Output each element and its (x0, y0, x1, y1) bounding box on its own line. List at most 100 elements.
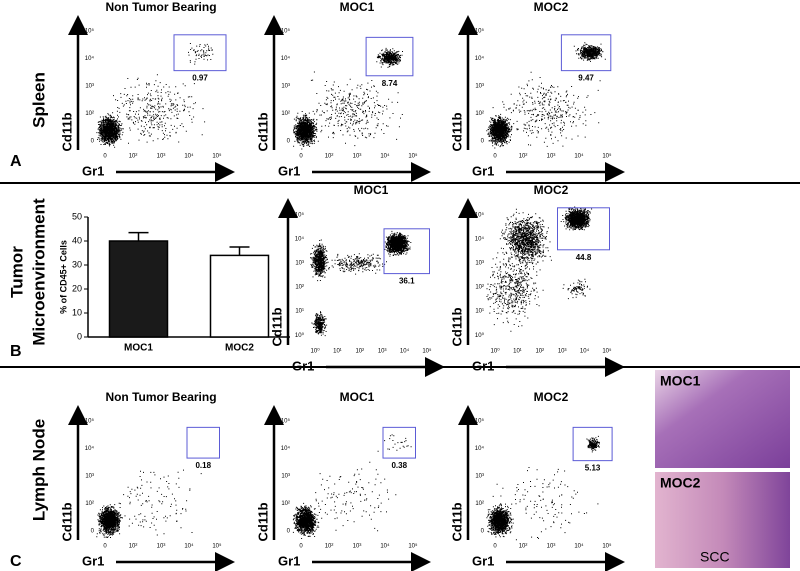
y-tick-label: 10¹ (295, 309, 304, 315)
y-tick-label: 10⁵ (475, 211, 485, 218)
x-tick-label: 10⁵ (408, 153, 418, 160)
y-axis-label: Cd11b (449, 307, 464, 346)
y-tick-label: 10⁴ (475, 445, 485, 452)
plot-title: MOC2 (534, 0, 569, 14)
histology-image (655, 370, 790, 468)
tissue-label: Lymph Node (29, 419, 48, 521)
plot-title: MOC1 (340, 0, 375, 14)
x-tick-label: 10⁵ (212, 543, 222, 550)
event-dots (486, 435, 600, 541)
x-tick-label: 10² (129, 544, 138, 550)
y-tick-label: 0 (481, 529, 485, 535)
histology-label: MOC1 (660, 373, 701, 389)
x-tick-label: 10³ (353, 544, 362, 550)
x-tick-label: 10⁴ (184, 153, 194, 160)
plot-title: MOC1 (340, 390, 375, 404)
tissue-label: Microenvironment (29, 198, 48, 346)
x-tick-label: MOC1 (124, 343, 153, 354)
y-tick-label: 50 (72, 211, 82, 221)
x-tick-label: 10⁴ (184, 543, 194, 550)
gate (572, 426, 613, 462)
y-axis-label: Cd11b (59, 112, 74, 151)
y-tick-label: 10⁵ (295, 211, 305, 218)
y-tick-label: 0 (91, 139, 95, 145)
event-dots (96, 43, 214, 148)
plot-title: MOC1 (354, 183, 389, 197)
tissue-label: Tumor (7, 246, 26, 298)
y-tick-label: 10³ (475, 84, 484, 90)
x-tick-label: 10⁵ (422, 348, 432, 355)
x-tick-label: 10⁵ (602, 348, 612, 355)
x-tick-label: 10² (325, 544, 334, 550)
gate-value: 0.18 (195, 461, 211, 470)
x-tick-label: 10³ (378, 349, 387, 355)
x-tick-label: 10⁴ (400, 348, 410, 355)
x-tick-label: 0 (493, 154, 497, 160)
bar (209, 254, 270, 338)
plot-title: MOC2 (534, 183, 569, 197)
y-tick-label: 10⁴ (85, 445, 95, 452)
x-axis-label: Gr1 (82, 163, 104, 178)
x-axis-label: Gr1 (472, 358, 494, 373)
x-axis-label: Gr1 (472, 553, 494, 568)
x-axis-label: Gr1 (278, 163, 300, 178)
event-dots (96, 469, 202, 538)
gate (382, 426, 416, 459)
y-tick-label: 10⁵ (85, 418, 95, 425)
y-tick-label: 10⁴ (475, 55, 485, 62)
y-tick-label: 0 (481, 139, 485, 145)
y-tick-label: 10² (475, 285, 484, 291)
y-tick-label: 10² (85, 501, 94, 507)
x-tick-label: MOC2 (225, 343, 254, 354)
y-tick-label: 10⁵ (475, 418, 485, 425)
gate-value: 0.38 (391, 461, 407, 470)
panel-letter: C (10, 553, 22, 570)
x-axis-label: Gr1 (472, 163, 494, 178)
y-tick-label: 10³ (85, 474, 94, 480)
y-tick-label: 10² (281, 501, 290, 507)
x-tick-label: 10⁴ (380, 153, 390, 160)
x-tick-label: 10⁵ (602, 153, 612, 160)
y-axis-label: Cd11b (269, 307, 284, 346)
x-tick-label: 10³ (558, 349, 567, 355)
y-tick-label: 10⁵ (281, 28, 291, 35)
x-axis-label: Gr1 (82, 553, 104, 568)
y-tick-label: 40 (72, 235, 82, 245)
x-tick-label: 10³ (353, 154, 362, 160)
x-tick-label: 10² (519, 544, 528, 550)
y-tick-label: 10⁴ (475, 235, 485, 242)
gate (557, 207, 610, 251)
x-tick-label: 0 (103, 154, 107, 160)
panel-letter: B (10, 343, 22, 360)
y-tick-label: 10⁰ (475, 332, 485, 339)
y-tick-label: 30 (72, 259, 82, 269)
y-axis-title: % of CD45+ Cells (58, 240, 68, 314)
y-axis-label: Cd11b (449, 502, 464, 541)
x-tick-label: 10⁰ (491, 348, 501, 355)
x-tick-label: 10² (519, 154, 528, 160)
histology-label: MOC2 (660, 475, 701, 491)
histology-note: SCC (700, 549, 730, 565)
plot-title: Non Tumor Bearing (105, 0, 216, 14)
gate (186, 426, 220, 459)
gate-value: 8.74 (382, 79, 398, 88)
y-tick-label: 10⁵ (475, 28, 485, 35)
y-tick-label: 0 (91, 529, 95, 535)
x-tick-label: 10³ (157, 544, 166, 550)
gate-value: 0.97 (192, 74, 208, 83)
plot-title: Non Tumor Bearing (105, 390, 216, 404)
histology-image (655, 472, 790, 568)
x-tick-label: 0 (299, 544, 303, 550)
plot-title: MOC2 (534, 390, 569, 404)
y-axis-label: Cd11b (449, 112, 464, 151)
event-dots (310, 230, 412, 337)
y-tick-label: 10 (72, 307, 82, 317)
tissue-label: Spleen (29, 72, 48, 128)
panel-letter: A (10, 153, 22, 170)
bar (108, 240, 169, 338)
gate (173, 34, 227, 72)
x-tick-label: 10¹ (333, 349, 342, 355)
gate-value: 5.13 (585, 464, 601, 473)
event-dots (292, 434, 412, 539)
x-tick-label: 10² (355, 349, 364, 355)
